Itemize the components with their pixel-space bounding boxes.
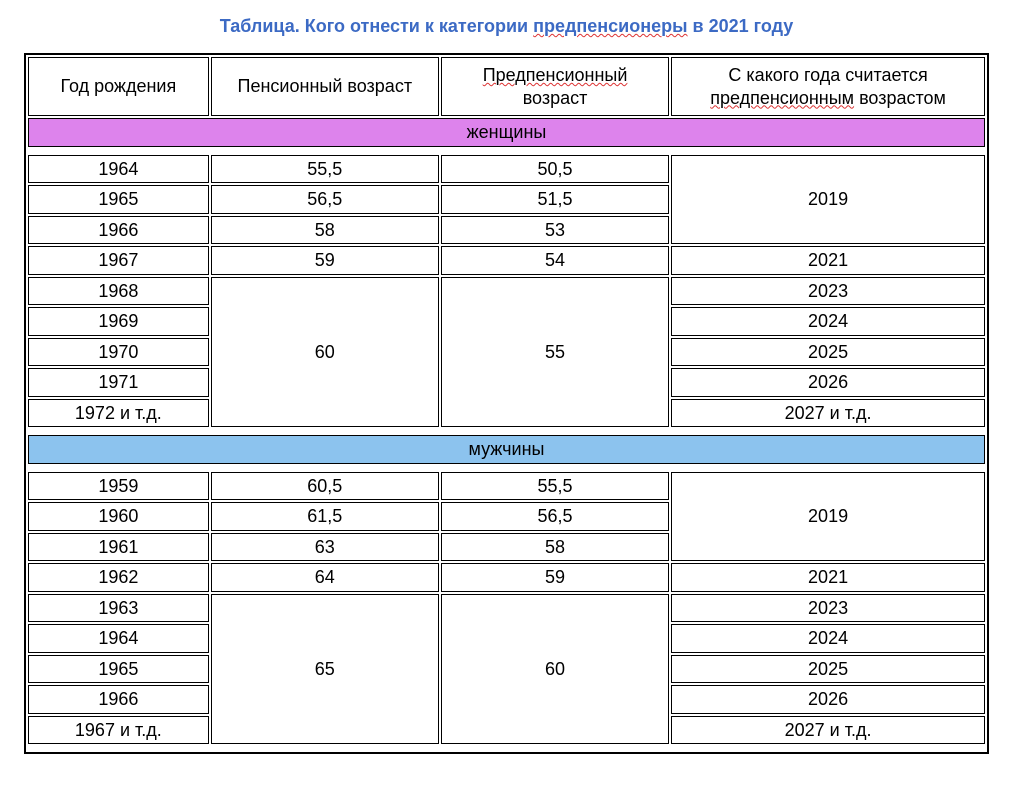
cell-pension-age: 58: [211, 216, 439, 245]
cell-birth-year: 1960: [28, 502, 209, 531]
cell-prepension-age: 56,5: [441, 502, 669, 531]
cell-birth-year: 1968: [28, 277, 209, 306]
cell-birth-year: 1959: [28, 472, 209, 501]
cell-pension-age: 61,5: [211, 502, 439, 531]
cell-prepension-age: 51,5: [441, 185, 669, 214]
col-pension-age: Пенсионный возраст: [211, 57, 439, 116]
cell-pension-age: 64: [211, 563, 439, 592]
cell-birth-year: 1969: [28, 307, 209, 336]
cell-since-year: 2019: [671, 472, 985, 562]
page-title: Таблица. Кого отнести к категории предпе…: [24, 16, 989, 37]
cell-since-year: 2024: [671, 307, 985, 336]
table-row: 196264592021: [28, 563, 985, 592]
title-underlined: предпенсионеры: [533, 16, 687, 36]
prepension-table: Год рождения Пенсионный возраст Предпенс…: [24, 53, 989, 754]
col-since-year-line1: С какого года считается: [728, 65, 927, 85]
cell-prepension-age: 60: [441, 594, 669, 745]
col-since-year: С какого года считается предпенсионным в…: [671, 57, 985, 116]
cell-prepension-age: 55: [441, 277, 669, 428]
cell-birth-year: 1972 и т.д.: [28, 399, 209, 428]
cell-prepension-age: 59: [441, 563, 669, 592]
table-row: 195960,555,52019: [28, 472, 985, 501]
cell-since-year: 2021: [671, 246, 985, 275]
col-since-year-line2a: предпенсионным: [710, 88, 854, 108]
cell-prepension-age: 53: [441, 216, 669, 245]
cell-since-year: 2025: [671, 655, 985, 684]
cell-since-year: 2023: [671, 594, 985, 623]
col-since-year-line2b: возрастом: [854, 88, 946, 108]
cell-since-year: 2021: [671, 563, 985, 592]
cell-birth-year: 1961: [28, 533, 209, 562]
cell-pension-age: 59: [211, 246, 439, 275]
cell-since-year: 2023: [671, 277, 985, 306]
title-prefix: Таблица. Кого отнести к категории: [220, 16, 533, 36]
cell-prepension-age: 50,5: [441, 155, 669, 184]
cell-birth-year: 1966: [28, 685, 209, 714]
cell-birth-year: 1967: [28, 246, 209, 275]
cell-since-year: 2024: [671, 624, 985, 653]
cell-since-year: 2026: [671, 368, 985, 397]
cell-since-year: 2026: [671, 685, 985, 714]
cell-since-year: 2027 и т.д.: [671, 399, 985, 428]
cell-birth-year: 1970: [28, 338, 209, 367]
section-heading: мужчины: [28, 435, 985, 464]
cell-prepension-age: 55,5: [441, 472, 669, 501]
cell-birth-year: 1967 и т.д.: [28, 716, 209, 745]
col-prepension-age: Предпенсионный возраст: [441, 57, 669, 116]
cell-prepension-age: 58: [441, 533, 669, 562]
table-header-row: Год рождения Пенсионный возраст Предпенс…: [28, 57, 985, 116]
cell-birth-year: 1971: [28, 368, 209, 397]
cell-birth-year: 1965: [28, 655, 209, 684]
cell-birth-year: 1965: [28, 185, 209, 214]
title-suffix: в 2021 году: [688, 16, 794, 36]
cell-prepension-age: 54: [441, 246, 669, 275]
table-row: 196365602023: [28, 594, 985, 623]
cell-pension-age: 56,5: [211, 185, 439, 214]
cell-birth-year: 1964: [28, 624, 209, 653]
cell-birth-year: 1962: [28, 563, 209, 592]
table-row: 196455,550,52019: [28, 155, 985, 184]
col-prepension-age-line1: Предпенсионный: [483, 65, 628, 85]
cell-since-year: 2019: [671, 155, 985, 245]
cell-since-year: 2027 и т.д.: [671, 716, 985, 745]
section-heading: женщины: [28, 118, 985, 147]
cell-pension-age: 60: [211, 277, 439, 428]
cell-birth-year: 1966: [28, 216, 209, 245]
table-row: 196759542021: [28, 246, 985, 275]
cell-pension-age: 55,5: [211, 155, 439, 184]
col-birth-year: Год рождения: [28, 57, 209, 116]
col-prepension-age-line2: возраст: [523, 88, 588, 108]
cell-birth-year: 1964: [28, 155, 209, 184]
cell-birth-year: 1963: [28, 594, 209, 623]
cell-pension-age: 63: [211, 533, 439, 562]
cell-since-year: 2025: [671, 338, 985, 367]
table-row: 196860552023: [28, 277, 985, 306]
cell-pension-age: 60,5: [211, 472, 439, 501]
cell-pension-age: 65: [211, 594, 439, 745]
